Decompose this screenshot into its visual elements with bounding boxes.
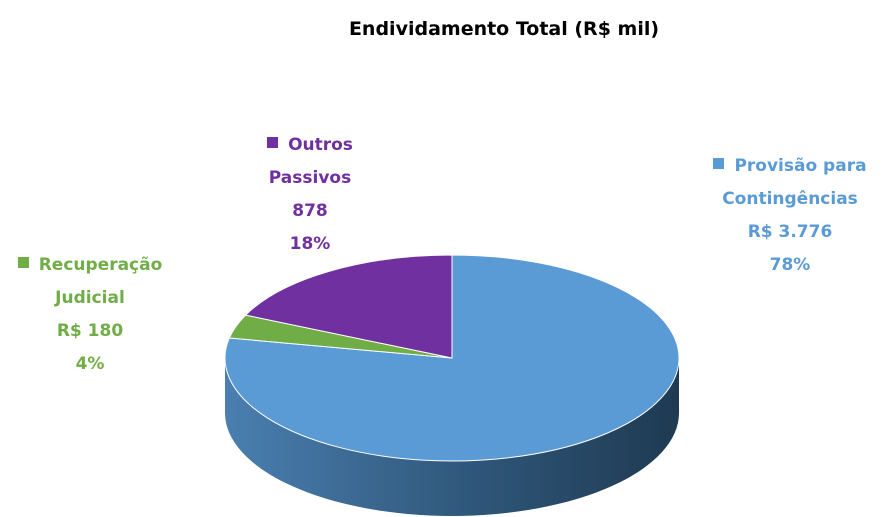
legend-swatch — [267, 137, 279, 148]
slice-label: Outros Passivos 878 18% — [250, 129, 370, 261]
legend-entry: Recuperação Judicial — [5, 249, 175, 315]
value-label: R$ 180 — [56, 321, 124, 341]
chart-title: Endividamento Total (R$ mil) — [348, 18, 660, 40]
value-label: R$ 3.776 — [747, 222, 833, 242]
legend-swatch — [713, 158, 725, 169]
percent-label: 18% — [289, 234, 331, 254]
slice-label: Recuperação Judicial R$ 180 4% — [5, 249, 175, 381]
category-label: Recuperação Judicial — [38, 255, 163, 308]
percent-label: 78% — [769, 255, 811, 275]
value-label: 878 — [292, 201, 328, 221]
slice — [244, 254, 453, 359]
percent-label: 4% — [75, 354, 105, 374]
legend-entry: Provisão para Contingências — [700, 150, 880, 216]
category-label: Outros Passivos — [268, 135, 353, 188]
legend-entry: Outros Passivos — [250, 129, 370, 195]
slice-label: Provisão para Contingências R$ 3.776 78% — [700, 150, 880, 282]
slice-side — [225, 358, 679, 516]
legend-swatch — [17, 257, 29, 268]
category-label: Provisão para Contingências — [722, 156, 867, 209]
